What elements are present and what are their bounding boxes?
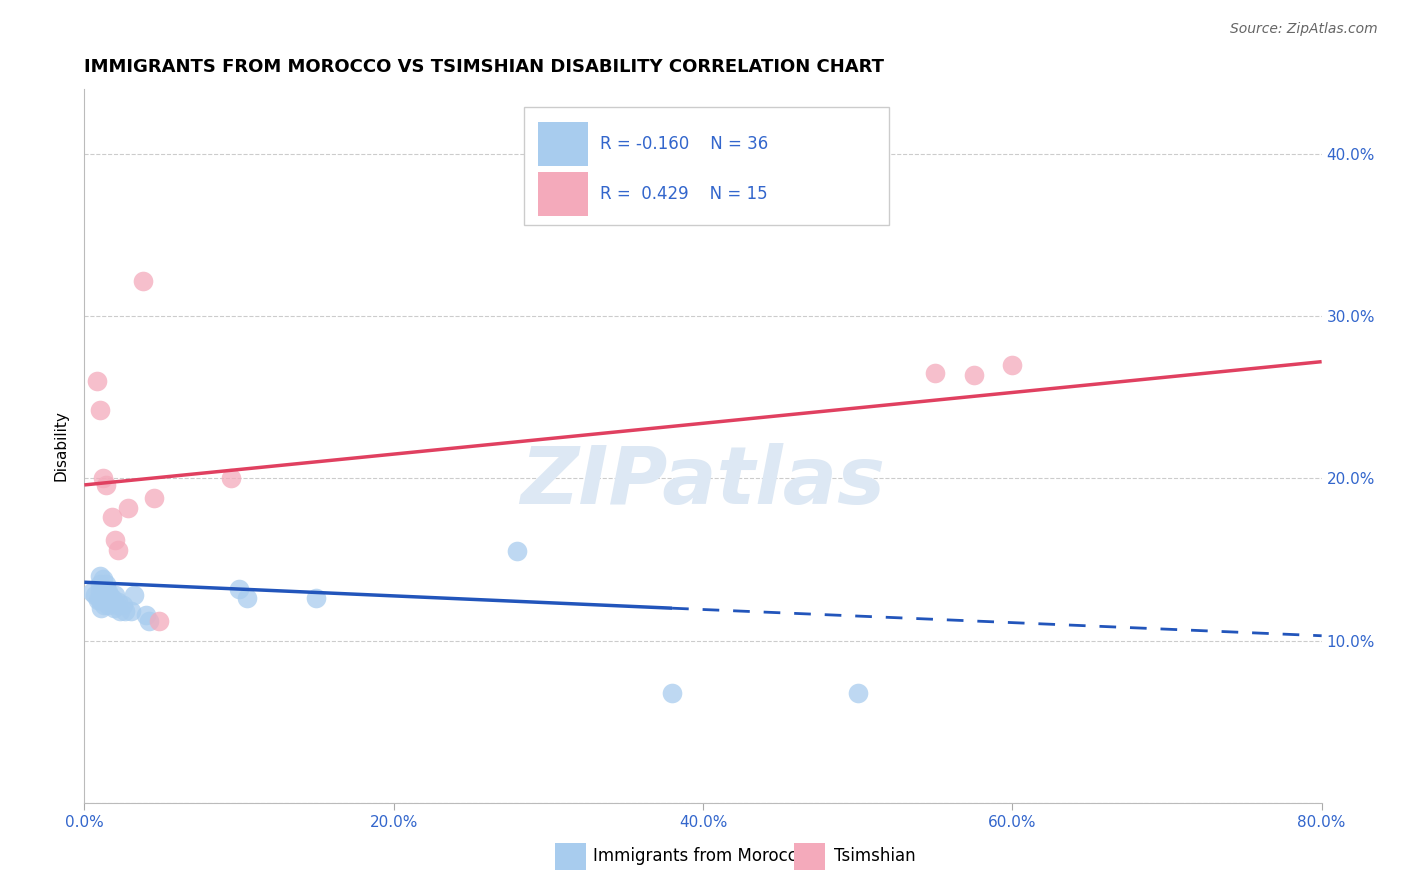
Point <box>89 403 111 417</box>
Point <box>107 542 129 557</box>
Point <box>101 510 124 524</box>
Point <box>236 591 259 606</box>
Point <box>89 585 111 599</box>
Point <box>148 614 170 628</box>
Point <box>86 374 108 388</box>
Point <box>105 598 128 612</box>
Point <box>138 614 160 628</box>
Point <box>924 366 946 380</box>
Point <box>132 274 155 288</box>
Point <box>84 588 107 602</box>
Point <box>117 500 139 515</box>
FancyBboxPatch shape <box>538 122 588 166</box>
Point <box>87 593 110 607</box>
Point <box>97 585 120 599</box>
FancyBboxPatch shape <box>523 107 889 225</box>
Text: Immigrants from Morocco: Immigrants from Morocco <box>593 847 807 865</box>
Text: IMMIGRANTS FROM MOROCCO VS TSIMSHIAN DISABILITY CORRELATION CHART: IMMIGRANTS FROM MOROCCO VS TSIMSHIAN DIS… <box>84 58 884 76</box>
Point <box>120 604 142 618</box>
Point <box>98 588 121 602</box>
Y-axis label: Disability: Disability <box>53 410 69 482</box>
FancyBboxPatch shape <box>538 172 588 216</box>
Point <box>135 607 157 622</box>
Point <box>122 588 145 602</box>
Point <box>228 582 250 596</box>
Point <box>94 588 117 602</box>
Point <box>89 568 111 582</box>
Point <box>846 685 869 699</box>
Point <box>91 471 114 485</box>
Point <box>104 588 127 602</box>
Point <box>305 591 328 606</box>
Point <box>89 577 111 591</box>
Text: Tsimshian: Tsimshian <box>834 847 915 865</box>
Text: Source: ZipAtlas.com: Source: ZipAtlas.com <box>1230 22 1378 37</box>
Point <box>93 598 115 612</box>
Point <box>91 582 114 596</box>
Point <box>112 598 135 612</box>
Point <box>661 685 683 699</box>
Point <box>90 601 112 615</box>
Point <box>91 572 114 586</box>
Point <box>94 577 117 591</box>
Text: R = -0.160    N = 36: R = -0.160 N = 36 <box>600 136 769 153</box>
Point <box>104 533 127 547</box>
Point <box>103 601 125 615</box>
Point <box>506 544 529 558</box>
Point <box>1001 358 1024 372</box>
Point <box>108 604 131 618</box>
Point <box>143 491 166 505</box>
Text: ZIPatlas: ZIPatlas <box>520 442 886 521</box>
Point <box>221 471 243 485</box>
Point <box>963 368 986 382</box>
Point <box>100 595 122 609</box>
Point <box>114 604 136 618</box>
Point <box>94 478 117 492</box>
Point <box>82 585 104 599</box>
Point <box>93 588 115 602</box>
Point <box>107 595 129 609</box>
Text: R =  0.429    N = 15: R = 0.429 N = 15 <box>600 186 768 203</box>
Point <box>89 593 111 607</box>
Point <box>101 591 124 606</box>
Point <box>97 598 120 612</box>
